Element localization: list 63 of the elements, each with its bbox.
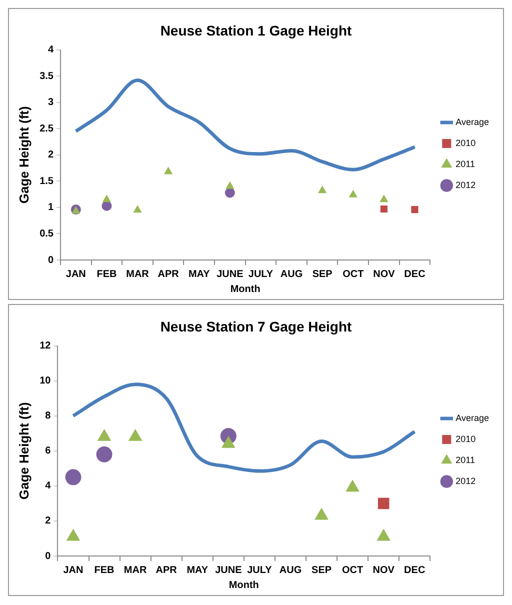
y-tick-label: 4 bbox=[48, 44, 54, 56]
x-tick-label: JULY bbox=[248, 268, 274, 280]
x-tick-label: DEC bbox=[404, 564, 426, 576]
y-tick-label: 8 bbox=[45, 410, 52, 422]
x-tick-label: FEB bbox=[96, 268, 117, 280]
y-axis-title: Gage Height (ft) bbox=[16, 402, 32, 500]
x-axis-title: Month bbox=[228, 580, 259, 591]
y-tick-label: 2 bbox=[45, 516, 52, 527]
y-tick-label: 2 bbox=[48, 150, 54, 161]
y-tick-label: 2.5 bbox=[40, 123, 54, 134]
y-tick-label: 6 bbox=[45, 446, 52, 457]
y-tick-label: 12 bbox=[40, 340, 52, 352]
legend-label: Average bbox=[456, 412, 489, 423]
point bbox=[97, 428, 112, 441]
y-tick-label: 10 bbox=[40, 376, 52, 387]
point bbox=[221, 436, 236, 448]
x-tick-label: AUG bbox=[279, 564, 302, 576]
x-tick-label: MAY bbox=[188, 268, 210, 280]
legend-label: 2011 bbox=[456, 454, 475, 465]
y-tick-label: 0 bbox=[45, 550, 52, 562]
line-series bbox=[74, 78, 416, 172]
x-tick-label: SEP bbox=[312, 564, 332, 576]
x-tick-label: JUNE bbox=[216, 268, 244, 280]
point bbox=[66, 528, 80, 541]
x-tick-label: DEC bbox=[404, 268, 426, 280]
x-tick-label: APR bbox=[158, 268, 180, 280]
legend-label: 2012 bbox=[456, 180, 476, 190]
x-tick-label: SEP bbox=[312, 268, 333, 280]
x-tick-label: MAR bbox=[126, 268, 150, 280]
x-tick-label: OCT bbox=[342, 564, 364, 576]
x-tick-label: JULY bbox=[247, 564, 272, 576]
chart-title: Neuse Station 7 Gage Height bbox=[160, 318, 352, 334]
x-tick-label: MAR bbox=[124, 564, 148, 576]
x-tick-label: NOV bbox=[373, 268, 396, 280]
y-tick-label: 4 bbox=[45, 480, 52, 492]
legend-label: 2011 bbox=[456, 158, 475, 169]
line-series bbox=[71, 382, 416, 473]
x-tick-label: JAN bbox=[66, 268, 86, 280]
x-tick-label: AUG bbox=[280, 268, 303, 280]
y-axis-title: Gage Height (ft) bbox=[16, 106, 32, 204]
point bbox=[376, 528, 391, 541]
legend-label: 2010 bbox=[456, 138, 476, 148]
x-tick-label: JUNE bbox=[215, 564, 242, 576]
point bbox=[128, 428, 142, 441]
y-tick-label: 0.5 bbox=[40, 228, 54, 240]
y-tick-label: 0 bbox=[48, 254, 54, 266]
y-tick-label: 1.5 bbox=[40, 176, 54, 187]
y-tick-label: 3.5 bbox=[40, 70, 54, 82]
chart-title: Neuse Station 1 Gage Height bbox=[160, 22, 352, 38]
legend-label: 2010 bbox=[456, 434, 476, 444]
x-tick-label: FEB bbox=[94, 564, 114, 576]
x-axis-title: Month bbox=[230, 284, 260, 295]
legend-label: Average bbox=[456, 116, 489, 127]
y-tick-label: 1 bbox=[48, 202, 54, 214]
x-tick-label: OCT bbox=[342, 268, 364, 280]
legend-label: 2012 bbox=[456, 476, 476, 486]
point bbox=[346, 480, 360, 492]
x-tick-label: MAY bbox=[186, 564, 208, 576]
x-tick-label: JAN bbox=[63, 564, 84, 576]
x-tick-label: NOV bbox=[372, 564, 395, 576]
y-tick-label: 3 bbox=[48, 97, 54, 108]
x-tick-label: APR bbox=[156, 564, 178, 576]
point bbox=[314, 508, 328, 520]
